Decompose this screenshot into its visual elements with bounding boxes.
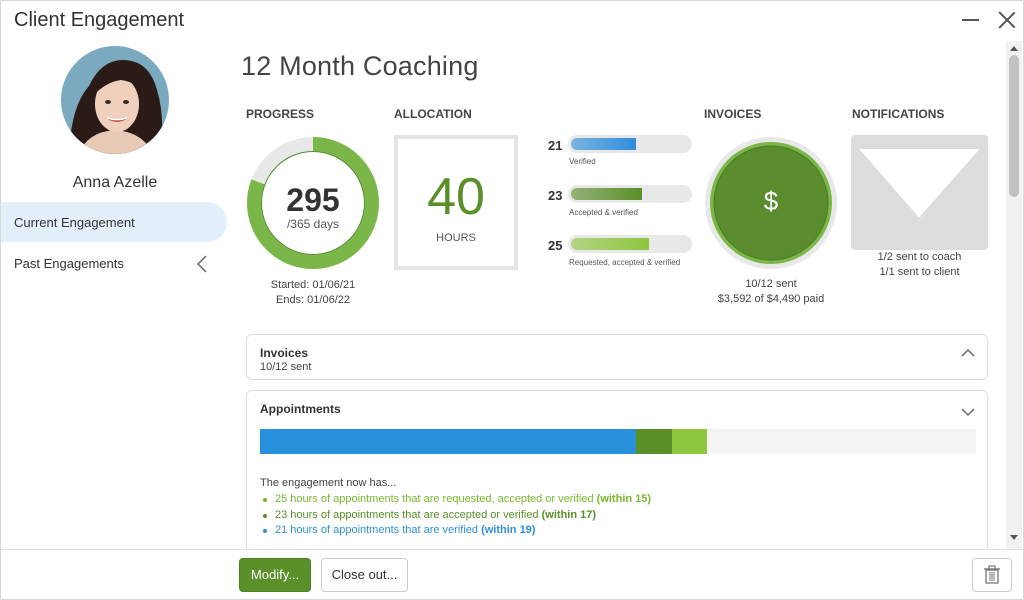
appointments-progress-bar (260, 429, 976, 454)
close-out-button[interactable]: Close out... (321, 558, 408, 592)
page-title: 12 Month Coaching (241, 51, 479, 81)
list-item: 23 hours of appointments that are accept… (260, 508, 651, 524)
invoices-status-circle (705, 137, 837, 269)
scroll-down-arrow-icon[interactable] (1010, 535, 1018, 540)
accepted-hours-value: 23 (548, 188, 563, 203)
allocation-heading: ALLOCATION (394, 107, 472, 121)
dollar-icon: $ (763, 186, 779, 216)
requested-hours-label: Requested, accepted & verified (569, 258, 681, 267)
progress-ends: Ends: 01/06/22 (275, 294, 350, 306)
verified-hours-bar (568, 135, 692, 153)
sidebar: Anna Azelle Current Engagement Past Enga… (1, 41, 231, 549)
invoices-card-title: Invoices (260, 346, 309, 360)
verified-hours-label: Verified (569, 157, 596, 166)
progress-days-total: /365 days (286, 217, 340, 231)
window-title: Client Engagement (14, 9, 185, 31)
vertical-scrollbar[interactable] (1006, 41, 1022, 549)
close-icon[interactable] (995, 8, 1019, 32)
allocation-hours-unit: HOURS (436, 232, 476, 244)
progress-heading: PROGRESS (246, 107, 315, 121)
requested-hours-value: 25 (548, 238, 563, 253)
progress-dates: Started: 01/06/21 Ends: 01/06/22 (239, 278, 387, 308)
sidebar-item-past-engagements[interactable]: Past Engagements (1, 243, 227, 283)
appointments-list: 25 hours of appointments that are reques… (260, 492, 651, 539)
envelope-icon (851, 135, 988, 250)
main-content: 12 Month Coaching PROGRESS 295 /365 days… (239, 41, 1004, 549)
scrollbar-thumb[interactable] (1009, 55, 1019, 197)
accepted-hours-fill (571, 188, 642, 200)
requested-hours-bar (568, 235, 692, 253)
accepted-hours-label: Accepted & verified (569, 208, 638, 217)
invoices-card-subtitle: 10/12 sent (260, 361, 312, 373)
allocation-box: 40 HOURS (394, 135, 518, 270)
accepted-hours-bar (568, 185, 692, 203)
sidebar-item-label: Past Engagements (14, 256, 124, 271)
sidebar-item-current-engagement[interactable]: Current Engagement (1, 202, 227, 242)
verified-hours-value: 21 (548, 138, 563, 153)
requested-hours-fill (571, 238, 649, 250)
progress-started: Started: 01/06/21 (270, 279, 356, 291)
notifications-client: 1/1 sent to client (879, 266, 960, 278)
appointments-segment-verified (260, 429, 636, 454)
progress-donut-fill (247, 137, 379, 269)
appointments-segment-accepted (635, 429, 672, 454)
title-bar: Client Engagement (1, 1, 1023, 41)
trash-icon (984, 565, 1000, 584)
appointments-intro: The engagement now has... (260, 477, 397, 489)
sidebar-item-label: Current Engagement (14, 215, 135, 230)
appointments-card[interactable]: Appointments The engagement now has... 2… (246, 390, 988, 549)
invoices-heading: INVOICES (704, 107, 762, 121)
progress-donut (247, 137, 379, 269)
invoices-sent: 10/12 sent (745, 278, 797, 290)
notifications-coach: 1/2 sent to coach (877, 251, 962, 263)
invoices-card[interactable]: Invoices 10/12 sent (246, 334, 988, 380)
caret-down-icon[interactable] (961, 407, 975, 417)
verified-hours-fill (571, 138, 636, 150)
invoices-summary: 10/12 sent $3,592 of $4,490 paid (699, 277, 843, 307)
delete-button[interactable] (972, 558, 1012, 592)
invoices-paid: $3,592 of $4,490 paid (717, 293, 825, 305)
avatar (61, 46, 169, 154)
appointments-card-title: Appointments (260, 402, 341, 416)
list-item: 21 hours of appointments that are verifi… (260, 523, 651, 539)
notifications-heading: NOTIFICATIONS (852, 107, 945, 121)
client-name: Anna Azelle (72, 174, 158, 191)
notifications-count: 2 (907, 155, 932, 202)
list-item: 25 hours of appointments that are reques… (260, 492, 651, 508)
modify-button[interactable]: Modify... (239, 558, 311, 592)
caret-up-icon[interactable] (961, 348, 975, 358)
appointments-segment-requested (671, 429, 708, 454)
minimize-icon[interactable] (959, 8, 983, 32)
notifications-summary: 1/2 sent to coach 1/1 sent to client (844, 250, 995, 280)
footer-toolbar: Modify... Close out... (1, 549, 1023, 599)
allocation-hours-value: 40 (427, 168, 485, 226)
progress-days-value: 295 (286, 182, 340, 218)
scroll-up-arrow-icon[interactable] (1010, 46, 1018, 51)
chevron-left-icon (196, 255, 207, 273)
